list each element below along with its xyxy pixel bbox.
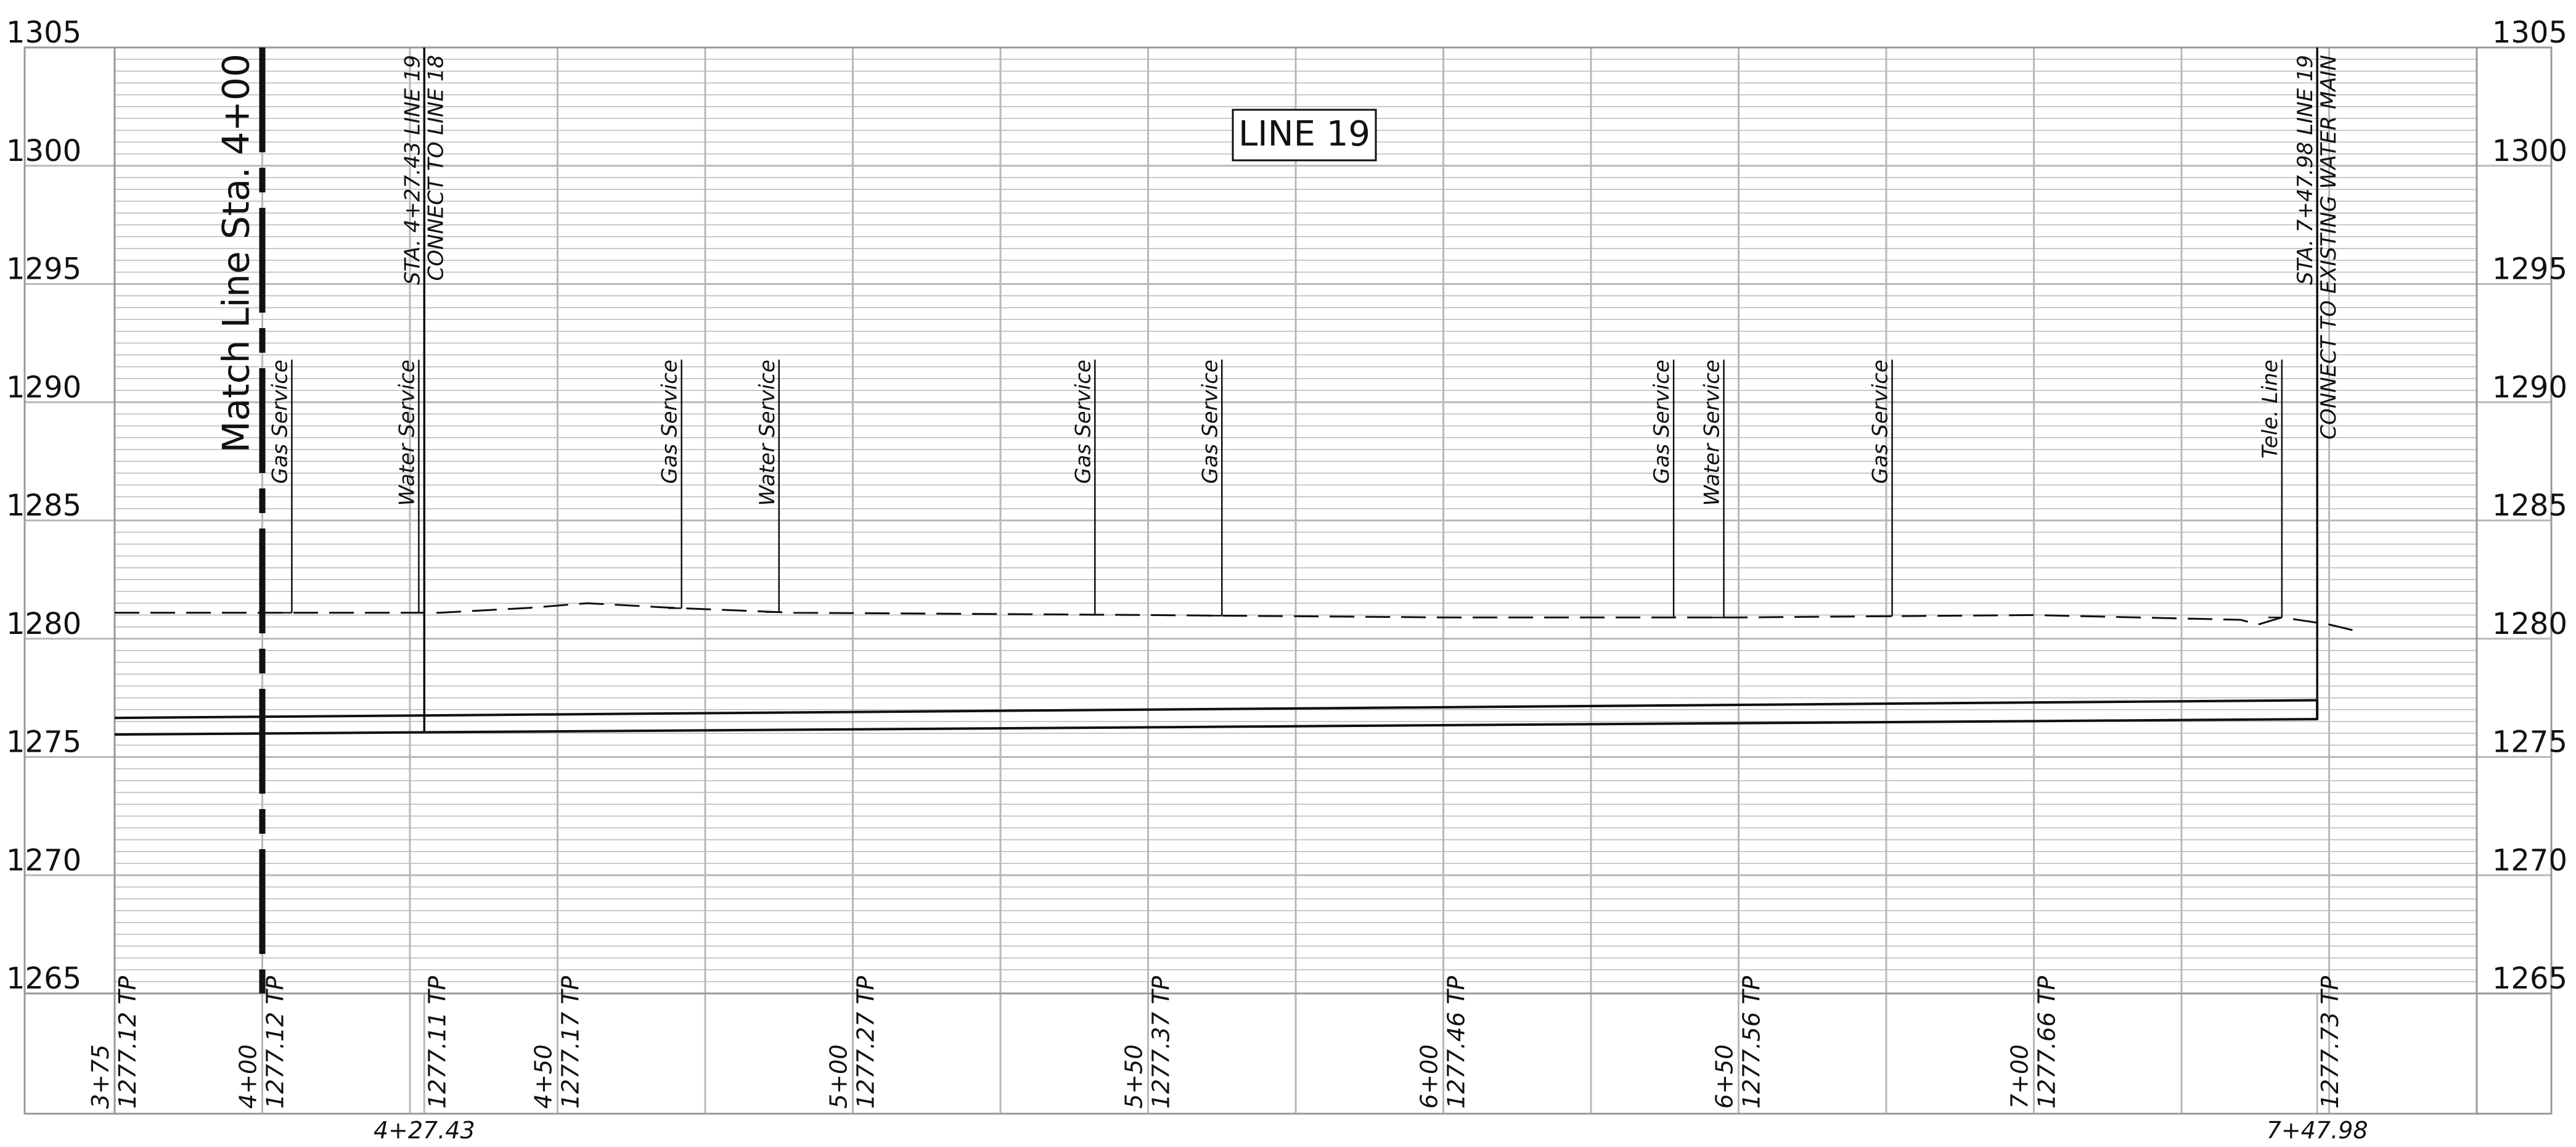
top-of-pipe-elevation: 1277.73 TP xyxy=(2316,976,2344,1109)
station-label: 4+50 xyxy=(530,1045,557,1109)
frame xyxy=(23,46,2553,1115)
elevation-label-right: 1275 xyxy=(2492,725,2567,760)
station-label: 3+75 xyxy=(87,1045,114,1109)
utility-crossings: Gas Service Water Service Gas Service Water… xyxy=(268,360,2283,619)
pipe-profile xyxy=(114,699,2319,736)
utility-label: Gas Service xyxy=(658,360,682,483)
connection-station-label: 4+27.43 xyxy=(374,1117,475,1144)
top-of-pipe-elevation: 1277.56 TP xyxy=(1738,976,1765,1109)
title-frame xyxy=(1232,109,1377,162)
top-of-pipe-elevation: 1277.66 TP xyxy=(2034,976,2061,1109)
elevation-label-left: 1290 xyxy=(6,370,81,405)
top-of-pipe-elevation: 1277.27 TP xyxy=(853,976,880,1109)
top-of-pipe-elevation: 1277.37 TP xyxy=(1148,976,1175,1109)
existing-ground-line xyxy=(115,602,2359,633)
station-labels: 3+75 1277.12 TP 4+00 1277.12 TP 1277.11 TP 4+… xyxy=(87,976,2368,1144)
utility-label: Water Service xyxy=(755,360,780,506)
elevation-label-right: 1295 xyxy=(2492,252,2567,287)
elevation-label-left: 1275 xyxy=(6,725,81,760)
match-line-label: Match Line Sta. 4+00 xyxy=(215,54,258,453)
title-text: LINE 19 xyxy=(1238,114,1370,154)
elevation-label-right: 1285 xyxy=(2492,488,2567,523)
station-label: 6+00 xyxy=(1416,1045,1443,1109)
station-label: 5+00 xyxy=(825,1045,853,1109)
top-of-pipe-elevation: 1277.12 TP xyxy=(262,976,289,1109)
elevation-label-left: 1285 xyxy=(6,488,81,523)
utility-label: Water Service xyxy=(395,360,419,506)
utility-label: Gas Service xyxy=(1198,360,1222,483)
elevation-label-right: 1265 xyxy=(2492,961,2567,996)
utility-label: Gas Service xyxy=(1868,360,1893,483)
ground-profile xyxy=(115,602,2359,633)
pipe-bottom-line xyxy=(114,718,2318,736)
station-label: 7+00 xyxy=(2006,1045,2034,1109)
title-box: LINE 19 xyxy=(1232,109,1377,162)
utility-label: Gas Service xyxy=(1650,360,1674,483)
elevation-labels: 1305 1305 1300 1300 1295 1295 1290 1290 1285 1285… xyxy=(6,15,2567,996)
elevation-label-left: 1305 xyxy=(6,15,81,50)
top-of-pipe-elevation: 1277.12 TP xyxy=(114,976,141,1109)
station-label: 5+50 xyxy=(1121,1045,1148,1109)
elevation-label-left: 1280 xyxy=(6,607,81,641)
elevation-label-left: 1300 xyxy=(6,134,81,168)
elevation-label-right: 1290 xyxy=(2492,370,2567,405)
connection-label-1: STA. 7+47.98 LINE 19 xyxy=(2293,55,2318,285)
elevation-label-left: 1270 xyxy=(6,843,81,878)
elevation-label-right: 1270 xyxy=(2492,843,2567,878)
outer-frame xyxy=(23,46,2553,1115)
top-of-pipe-elevation: 1277.46 TP xyxy=(1443,976,1470,1109)
connection-label-2: CONNECT TO LINE 18 xyxy=(423,55,448,281)
utility-label: Gas Service xyxy=(268,360,292,483)
elevation-label-right: 1305 xyxy=(2492,15,2567,50)
connection-station-label: 7+47.98 xyxy=(2267,1117,2368,1144)
elevation-label-left: 1295 xyxy=(6,252,81,287)
utility-label: Water Service xyxy=(1700,360,1725,506)
utility-label: Tele. Line xyxy=(2258,360,2283,458)
top-of-pipe-elevation: 1277.11 TP xyxy=(423,976,451,1109)
pipe-top-line xyxy=(114,699,2318,720)
elevation-label-left: 1265 xyxy=(6,961,81,996)
connection-label-1: STA. 4+27.43 LINE 19 xyxy=(400,55,425,285)
utility-label: Gas Service xyxy=(1071,360,1095,483)
station-label: 4+00 xyxy=(235,1045,262,1109)
connection-label-2: CONNECT TO EXISTING WATER MAIN xyxy=(2316,55,2341,440)
match-line: Match Line Sta. 4+00 xyxy=(215,47,266,993)
elevation-label-right: 1300 xyxy=(2492,134,2567,168)
elevation-label-right: 1280 xyxy=(2492,607,2567,641)
top-of-pipe-elevation: 1277.17 TP xyxy=(557,976,584,1109)
station-label: 6+50 xyxy=(1711,1045,1738,1109)
